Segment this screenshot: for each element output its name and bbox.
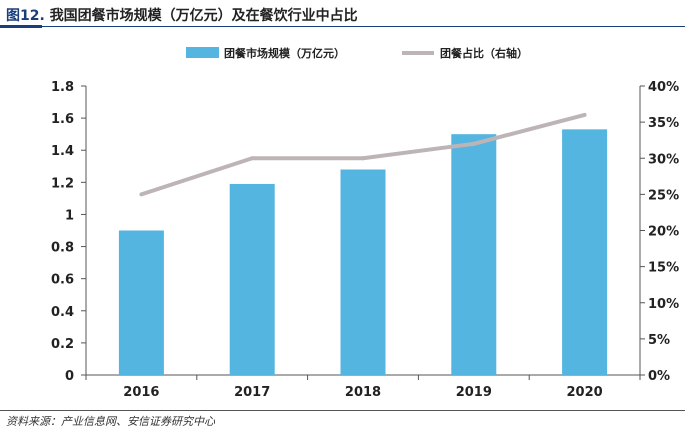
combo-chart: 团餐市场规模（万亿元） 团餐占比（右轴） 0 0.2 0.4 0.6 0.8 1 1.2 1.… bbox=[51, 46, 679, 400]
x-tick-label: 2020 bbox=[567, 385, 603, 400]
share-line bbox=[139, 112, 587, 197]
y-tick-label: 1.8 bbox=[51, 80, 74, 95]
legend-bar-label: 团餐市场规模（万亿元） bbox=[224, 46, 345, 60]
y2-tick-label: 35% bbox=[648, 116, 679, 131]
y2-tick-label: 10% bbox=[648, 297, 679, 312]
bar-2019 bbox=[451, 134, 497, 375]
y2-tick-label: 25% bbox=[648, 188, 679, 203]
bar-2016 bbox=[118, 230, 164, 375]
y-tick-label: 1.6 bbox=[51, 112, 74, 127]
figure-label: 图12. bbox=[6, 8, 45, 24]
share-point-2019 bbox=[471, 141, 476, 146]
y-tick-label: 1.2 bbox=[51, 176, 74, 191]
legend-bar-swatch bbox=[186, 47, 219, 58]
y-tick-label: 0.2 bbox=[51, 337, 74, 352]
share-point-2016 bbox=[139, 192, 144, 197]
title-divider bbox=[0, 26, 685, 27]
y-tick-label: 0.4 bbox=[51, 305, 74, 320]
y2-tick-label: 30% bbox=[648, 152, 679, 167]
y-tick-label: 1 bbox=[65, 208, 74, 223]
y2-tick-label: 40% bbox=[648, 80, 679, 95]
source-divider bbox=[0, 410, 685, 411]
bar-2020 bbox=[562, 129, 608, 375]
legend: 团餐市场规模（万亿元） 团餐占比（右轴） bbox=[186, 46, 528, 60]
axes: 0 0.2 0.4 0.6 0.8 1 1.2 1.4 1.6 1.8 0% 5% 10% 15% 20% 2… bbox=[51, 80, 679, 400]
bar-2017 bbox=[229, 183, 275, 375]
y2-tick-label: 5% bbox=[648, 333, 670, 348]
bars bbox=[118, 129, 608, 375]
y-tick-label: 0 bbox=[65, 369, 74, 384]
y-tick-label: 0.6 bbox=[51, 273, 74, 288]
y2-tick-label: 0% bbox=[648, 369, 670, 384]
legend-line-label: 团餐占比（右轴） bbox=[440, 46, 528, 60]
x-tick-label: 2019 bbox=[456, 385, 492, 400]
chart-title: 图12. 我国团餐市场规模（万亿元）及在餐饮行业中占比 bbox=[6, 5, 358, 25]
y-tick-label: 0.8 bbox=[51, 241, 74, 256]
share-point-2020 bbox=[582, 112, 587, 117]
y2-tick-label: 15% bbox=[648, 261, 679, 276]
x-tick-label: 2016 bbox=[123, 385, 159, 400]
bar-2018 bbox=[340, 169, 386, 375]
y2-tick-label: 20% bbox=[648, 225, 679, 240]
share-point-2017 bbox=[250, 156, 255, 161]
source-note: 资料来源：产业信息网、安信证券研究中心 bbox=[6, 415, 215, 428]
share-point-2018 bbox=[361, 156, 365, 161]
title-divider-accent bbox=[0, 25, 42, 28]
x-tick-label: 2018 bbox=[345, 385, 381, 400]
y-tick-label: 1.4 bbox=[51, 144, 74, 159]
title-text: 我国团餐市场规模（万亿元）及在餐饮行业中占比 bbox=[49, 8, 358, 24]
x-tick-label: 2017 bbox=[234, 385, 270, 400]
